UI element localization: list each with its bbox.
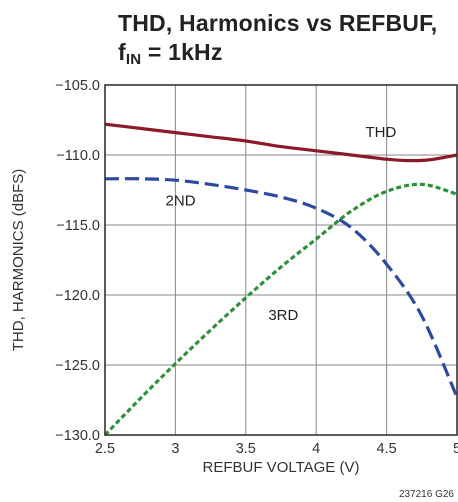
x-axis-label: REFBUF VOLTAGE (V) bbox=[203, 459, 360, 476]
series-lines bbox=[103, 122, 458, 437]
curve-label-3rd: 3RD bbox=[268, 307, 298, 324]
tick-labels: 2.5 3 3.5 4 4.5 5 −105.0 −110.0 −115.0 −120.0 −125… bbox=[55, 78, 458, 457]
series-line-2nd bbox=[104, 177, 458, 398]
series-line-thd bbox=[104, 122, 458, 163]
y-axis-label: THD, HARMONICS (dBFS) bbox=[10, 169, 27, 352]
y-tick-label-3: −120.0 bbox=[55, 288, 100, 304]
x-tick-label-5: 5 bbox=[453, 441, 458, 457]
y-tick-label-4: −125.0 bbox=[55, 358, 100, 374]
title-subscript-in: IN bbox=[125, 51, 142, 68]
figure-id: 237216 G26 bbox=[399, 489, 454, 500]
x-tick-label-3: 4 bbox=[312, 441, 320, 457]
plot-frame bbox=[104, 84, 458, 436]
curve-labels: THD 2ND 3RD bbox=[166, 124, 397, 324]
y-tick-label-0: −105.0 bbox=[55, 78, 100, 94]
y-tick-label-5: −130.0 bbox=[55, 428, 100, 444]
series-line-3rd bbox=[103, 182, 458, 437]
y-tick-label-1: −110.0 bbox=[56, 148, 100, 164]
curve-label-thd: THD bbox=[365, 124, 396, 141]
x-tick-label-4: 4.5 bbox=[377, 441, 397, 457]
y-tick-label-2: −115.0 bbox=[56, 218, 100, 234]
x-tick-label-0: 2.5 bbox=[95, 441, 115, 457]
chart-title-line2: fIN = 1kHz bbox=[118, 39, 223, 68]
curve-label-2nd: 2ND bbox=[166, 192, 196, 209]
x-tick-label-2: 3.5 bbox=[236, 441, 256, 457]
x-tick-label-1: 3 bbox=[171, 441, 179, 457]
title-frequency: = 1kHz bbox=[141, 39, 223, 65]
title-f: f bbox=[118, 39, 126, 65]
chart-title-line1: THD, Harmonics vs REFBUF, bbox=[118, 10, 438, 36]
